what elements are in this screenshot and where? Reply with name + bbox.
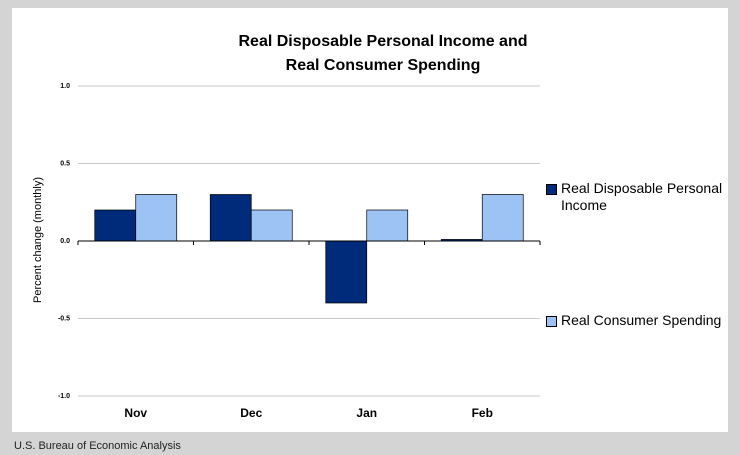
legend-label: Real Consumer Spending — [561, 312, 722, 328]
legend-swatch — [546, 316, 557, 327]
legend-swatch — [546, 184, 557, 195]
legend-item: Real Consumer Spending — [546, 312, 736, 329]
x-tick-label: Dec — [240, 406, 262, 420]
chart-title: Real Disposable Personal Income and Real… — [238, 33, 528, 74]
bar — [250, 209, 293, 242]
y-tick-label: -0.5 — [58, 315, 70, 322]
bar — [135, 194, 178, 242]
bar — [209, 194, 252, 242]
y-tick-label: 0.5 — [60, 160, 70, 167]
y-axis-label: Percent change (monthly) — [32, 177, 44, 303]
legend-item: Real Disposable Personal Income — [546, 180, 736, 214]
y-tick-label: 1.0 — [60, 83, 70, 90]
legend-label: Real Disposable Personal Income — [561, 180, 723, 213]
y-tick-label: 0.0 — [60, 238, 70, 245]
y-tick-label: -1.0 — [58, 393, 70, 400]
bar — [481, 194, 524, 242]
x-tick-label: Feb — [472, 406, 493, 420]
bar — [325, 240, 368, 304]
bar — [94, 209, 137, 242]
source: U.S. Bureau of Economic Analysis — [14, 440, 181, 452]
bar — [366, 209, 409, 242]
x-tick-label: Nov — [124, 406, 147, 420]
x-tick-label: Jan — [356, 406, 377, 420]
